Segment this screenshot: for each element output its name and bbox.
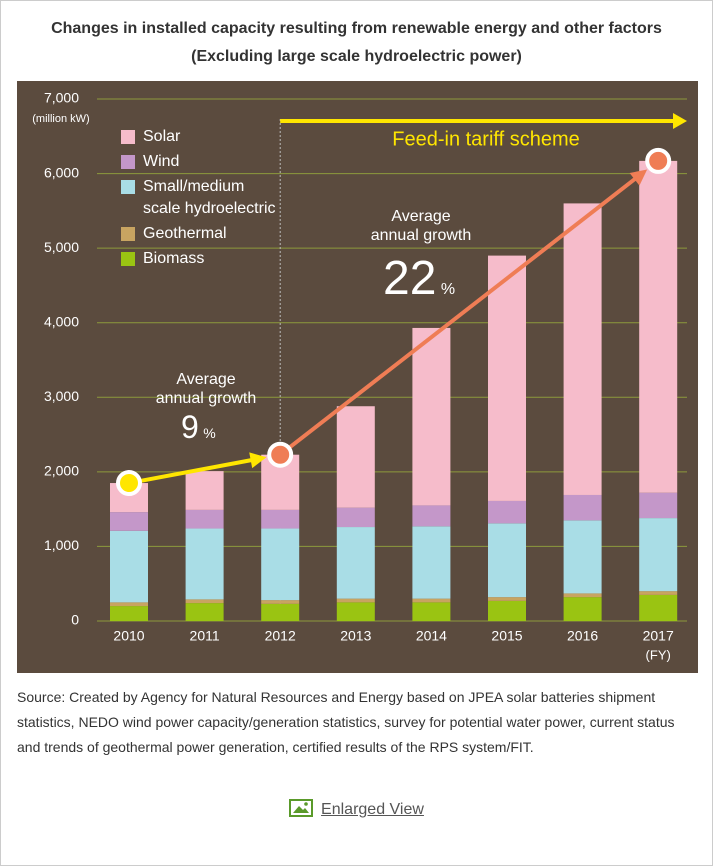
y-tick-label: 2,000	[44, 463, 79, 479]
bar-segment	[412, 602, 451, 621]
x-tick-label: 2014	[416, 628, 447, 644]
legend-label: Wind	[143, 153, 180, 170]
growth-point	[116, 470, 142, 497]
x-tick-label: 2012	[265, 628, 296, 644]
bar-segment	[336, 406, 375, 508]
x-tick-label: 2015	[491, 628, 522, 644]
y-tick-label: 5,000	[44, 239, 79, 255]
growth-unit: %	[440, 281, 456, 298]
legend-item: Biomass	[121, 248, 280, 270]
legend-swatch	[121, 155, 135, 169]
y-unit-label: (million kW)	[32, 113, 89, 125]
bar-segment	[336, 602, 375, 621]
x-tick-label: 2011	[190, 628, 220, 644]
legend-label: Geothermal	[143, 225, 227, 242]
bar-segment	[563, 593, 602, 598]
legend-swatch	[121, 130, 135, 144]
bar-segment	[185, 599, 224, 604]
x-tick-label: 2017	[643, 628, 674, 644]
bar-segment	[639, 518, 678, 592]
legend-item: Solar	[121, 126, 280, 148]
bar-segment	[563, 494, 602, 521]
bar-segment	[488, 523, 526, 598]
x-tick-label: 2016	[567, 628, 598, 644]
bar-segment	[110, 602, 148, 607]
bar-segment	[412, 505, 451, 527]
bar-segment	[336, 507, 375, 528]
growth-arrow-head	[249, 452, 267, 469]
bar-segment	[488, 500, 526, 524]
growth-label: Average annual growth	[155, 371, 257, 407]
growth-value: 22 %	[383, 251, 455, 306]
bar-segment	[261, 528, 300, 601]
bar-segment	[639, 591, 678, 595]
growth-point	[645, 147, 672, 174]
y-tick-label: 7,000	[44, 90, 79, 106]
growth-unit: %	[203, 425, 216, 441]
bar-segment	[336, 598, 375, 603]
bar-segment	[185, 509, 224, 529]
legend-label: Biomass	[143, 250, 205, 267]
growth-number: 22	[383, 252, 437, 305]
x-unit-label: (FY)	[646, 647, 671, 662]
y-tick-label: 4,000	[44, 313, 79, 329]
bar-segment	[488, 600, 526, 621]
y-tick-label: 1,000	[44, 537, 79, 553]
bar-segment	[639, 160, 678, 493]
bar-segment	[261, 603, 300, 621]
y-tick-label: 0	[71, 612, 79, 628]
legend-swatch	[121, 252, 135, 266]
bar-segment	[563, 597, 602, 621]
legend-item: Small/medium scale hydroelectric	[121, 176, 280, 220]
bar-segment	[261, 509, 300, 529]
growth-value: 9 %	[181, 409, 216, 446]
growth-number: 9	[181, 409, 199, 445]
bar-segment	[488, 255, 526, 501]
bar-segment	[563, 203, 602, 495]
bar-segment	[110, 606, 148, 621]
x-tick-label: 2013	[340, 628, 371, 644]
y-tick-label: 6,000	[44, 164, 79, 180]
growth-point	[267, 441, 294, 468]
bar-segment	[639, 492, 678, 519]
growth-arrow-head	[629, 169, 648, 186]
y-tick-label: 3,000	[44, 388, 79, 404]
legend-item: Geothermal	[121, 223, 280, 245]
growth-arrow	[128, 457, 257, 486]
scheme-arrow-head	[673, 113, 687, 129]
chart-title: Changes in installed capacity resulting …	[51, 20, 662, 65]
image-icon	[289, 799, 314, 817]
bar-segment	[412, 598, 451, 603]
legend: Solar Wind Small/medium scale hydroelectri…	[121, 126, 280, 273]
bar-segment	[110, 530, 148, 603]
bar-segment	[185, 603, 224, 621]
legend-label: Small/medium scale hydroelectric	[143, 178, 276, 217]
bar-segment	[336, 527, 375, 599]
bar-segment	[639, 594, 678, 621]
scheme-label: Feed-in tariff scheme	[392, 128, 580, 150]
legend-swatch	[121, 180, 135, 194]
legend-item: Wind	[121, 151, 280, 173]
link-text[interactable]: Enlarged View	[321, 801, 424, 818]
legend-label: Solar	[143, 128, 181, 145]
growth-label: Average annual growth	[370, 208, 472, 244]
bar-segment	[185, 528, 224, 600]
legend-swatch	[121, 227, 135, 241]
bar-segment	[185, 471, 224, 510]
enlarged-view[interactable]: Enlarged View	[1, 799, 712, 819]
x-tick-label: 2010	[113, 628, 144, 644]
bar-segment	[412, 526, 451, 599]
bar-segment	[488, 597, 526, 601]
bar-segment	[110, 512, 148, 531]
bar-segment	[412, 327, 451, 506]
source-note: Source: Created by Agency for Natural Re…	[17, 689, 675, 755]
bar-segment	[261, 600, 300, 604]
bar-segment	[563, 520, 602, 594]
growth-arrow	[278, 174, 641, 457]
